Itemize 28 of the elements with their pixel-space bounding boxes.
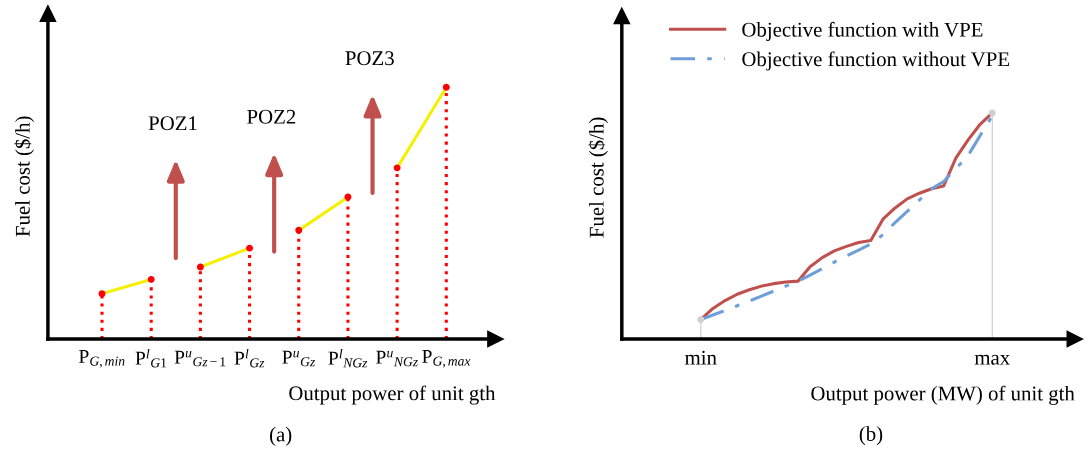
point xyxy=(295,226,303,234)
x-tick-label: P$^{l}$$_{Gz}$ xyxy=(234,348,265,368)
text: POZ3 xyxy=(345,51,394,66)
x-tick-label: P$^{l}$$_{NGz}$ xyxy=(328,348,368,368)
point xyxy=(196,263,204,271)
x-tick-label: P$_{G,min}$ xyxy=(79,350,125,368)
point xyxy=(442,83,450,91)
x-tick-label: max xyxy=(974,354,1010,365)
y-axis-title: Fuel cost ($/h) xyxy=(588,117,608,238)
point xyxy=(98,290,106,298)
point xyxy=(147,275,155,283)
x-tick-label: P$_{G,max}$ xyxy=(422,350,471,368)
annotation: POZ1 xyxy=(148,116,197,131)
x-tick-label: min xyxy=(685,350,717,365)
x-axis-title: Output power of unit gth xyxy=(289,385,496,405)
x-tick-label: P$^{l}$$_{G1}$ xyxy=(135,348,167,368)
text: (b) xyxy=(859,426,883,446)
annotation: POZ2 xyxy=(247,109,296,124)
x-tick-label: P$^{u}$$_{Gz}$ xyxy=(282,350,316,367)
x-axis-title: Output power (MW) of unit gth xyxy=(811,385,1075,405)
point xyxy=(246,244,254,252)
y-axis-title: Fuel cost ($/h) xyxy=(14,116,35,237)
legend-label: Objective function with VPE xyxy=(742,21,983,41)
legend-label: Objective function without VPE xyxy=(742,51,1010,71)
point xyxy=(393,164,401,172)
text: (a) xyxy=(270,426,292,446)
x-tick-label: P$^{u}$$_{NGz}$ xyxy=(376,350,418,367)
x-tick-label: P$^{u}$$_{Gz−1}$ xyxy=(174,350,226,367)
